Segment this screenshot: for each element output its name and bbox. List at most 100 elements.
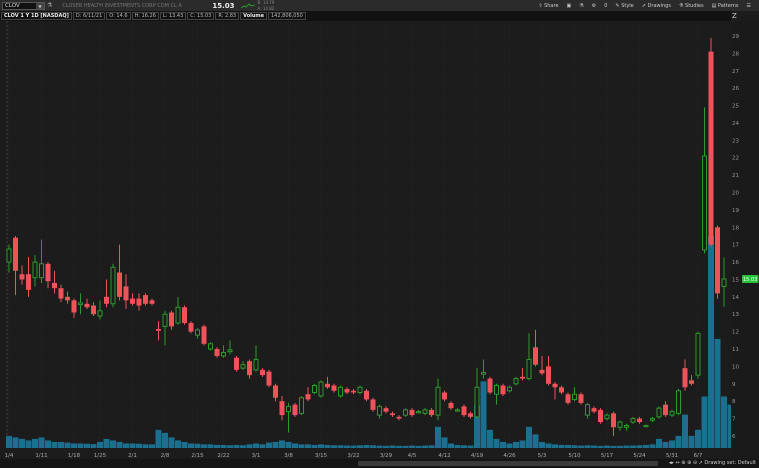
scrollbar-thumb[interactable] — [358, 461, 658, 466]
volume-bar — [630, 445, 636, 448]
candle-body — [377, 405, 382, 416]
volume-bar — [721, 396, 727, 448]
y-tick-label: 7 — [732, 417, 736, 423]
volume-bar — [175, 440, 181, 448]
candle — [123, 274, 129, 310]
candle — [507, 385, 512, 393]
flask-icon[interactable]: ⚗ — [579, 2, 584, 9]
volume-bar — [519, 440, 526, 448]
top-toolbar: CLOV ▼ ⚗ CLOSER HEALTH INVESTMENTS CORP C… — [0, 0, 759, 11]
y-tick-label: 28 — [732, 51, 739, 57]
candle — [403, 408, 408, 417]
candle — [13, 235, 18, 296]
scroll-arrows-icon[interactable]: ◂▸ — [668, 460, 676, 466]
volume-bar — [38, 437, 45, 448]
volume-bar — [714, 338, 721, 448]
candle — [312, 383, 317, 395]
candle-body — [676, 390, 681, 414]
expand-icon[interactable]: ↔ — [675, 460, 682, 466]
menu-icon[interactable]: ☰ — [746, 2, 751, 9]
alerts-button[interactable]: 0 — [604, 2, 608, 9]
candle — [247, 359, 252, 379]
volume-bar — [370, 445, 376, 448]
volume-bar — [214, 444, 220, 448]
candle-body — [695, 332, 701, 376]
scrollbar[interactable]: ◂▸ ↔ ⊕ ⊕ ⊖ ➚ Drawing set: Default — [0, 459, 759, 468]
candle-body — [78, 302, 83, 306]
candle-body — [214, 349, 220, 356]
last-price-tag-label: 15.03 — [743, 277, 757, 283]
candle-body — [305, 394, 311, 400]
zoom-out-icon[interactable]: ⊖ — [692, 460, 699, 466]
y-tick-label: 27 — [732, 69, 739, 75]
screen-icon[interactable]: ▣ — [566, 2, 572, 9]
candle-body — [195, 329, 200, 336]
y-tick-label: 10 — [732, 364, 739, 370]
chevron-down-icon[interactable]: ▼ — [36, 2, 44, 9]
volume-bar — [435, 426, 441, 448]
volume-bar — [233, 444, 240, 448]
candle-body — [240, 364, 246, 369]
candle-body — [520, 376, 525, 379]
studies-button[interactable]: ⚗ Studies — [679, 3, 704, 9]
candle — [435, 378, 441, 421]
candle-body — [318, 381, 324, 397]
volume-bar — [409, 445, 415, 448]
crosshair-icon[interactable]: ⊕ — [681, 460, 688, 466]
candle — [201, 324, 207, 346]
volume-bar — [97, 441, 103, 448]
candle — [708, 37, 714, 247]
drawing-set[interactable]: Drawing set: Default — [704, 460, 756, 466]
candle — [299, 395, 304, 416]
candle — [6, 244, 12, 273]
symbol-input[interactable]: CLOV ▼ — [2, 1, 45, 10]
cursor-icon[interactable]: ➚ — [698, 460, 705, 466]
drawings-button[interactable]: ➚ Drawings — [642, 3, 671, 9]
style-button[interactable]: ✎ Style — [615, 3, 633, 9]
volume-bar — [643, 444, 649, 448]
volume-bar — [285, 441, 292, 448]
candle — [156, 321, 161, 341]
volume-bar — [506, 443, 513, 448]
candle-body — [260, 369, 265, 376]
price-axis[interactable]: 6 7 8 9 10 11 12 13 14 15 16 17 18 19 20 21 22 23 24 25 26 27… — [731, 21, 759, 459]
volume-bar — [552, 444, 558, 448]
volume-bar — [376, 445, 383, 448]
volume-bar — [669, 440, 675, 448]
candle — [104, 279, 109, 308]
gear-icon[interactable]: ⚙ — [591, 2, 597, 9]
candle — [533, 329, 538, 367]
flask-icon[interactable]: ⚗ — [47, 2, 53, 9]
y-tick-label: 25 — [732, 104, 739, 110]
candle — [292, 402, 298, 417]
share-button[interactable]: ⇪ Share — [538, 3, 558, 9]
candle — [474, 368, 480, 419]
x-tick-label: 5/17 — [601, 453, 614, 459]
candle — [39, 239, 44, 283]
zoom-toggle-icon[interactable]: Z — [732, 12, 737, 20]
price-chart[interactable]: 1/4 1/11 1/18 1/25 2/1 2/8 2/15 2/22 3/1 3/8 3/15 3… — [0, 21, 731, 459]
candle-body — [494, 385, 499, 395]
volume-bar — [64, 442, 71, 448]
x-tick-label: 4/26 — [503, 453, 516, 459]
candle — [494, 383, 499, 405]
candle — [715, 225, 720, 299]
zoom-in-icon[interactable]: ⊕ — [687, 460, 693, 466]
candle — [429, 408, 434, 417]
candle-body — [591, 408, 597, 412]
candle-body — [539, 369, 545, 374]
y-tick-label: 19 — [732, 208, 739, 214]
volume-bar — [324, 444, 331, 448]
y-tick-label: 18 — [732, 225, 739, 231]
volume-bar — [337, 445, 344, 448]
x-tick-label: 1/11 — [35, 453, 47, 459]
ask: A: 14.82 — [257, 5, 275, 11]
candle — [52, 270, 57, 294]
candle — [611, 411, 616, 436]
candle — [572, 387, 577, 402]
candle — [279, 395, 285, 421]
candle — [468, 411, 473, 419]
candle — [260, 368, 265, 377]
candle-body — [117, 272, 122, 297]
patterns-button[interactable]: ▤ Patterns — [712, 3, 739, 9]
